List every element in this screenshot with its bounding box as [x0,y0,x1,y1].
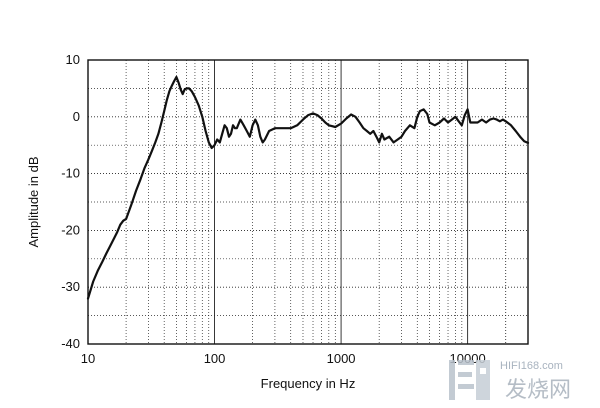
response-curve-line [86,75,530,300]
x-tick-label: 1000 [327,351,356,366]
y-tick-label: -20 [61,222,80,237]
x-axis-label: Frequency in Hz [261,376,356,391]
watermark-chinese-text: 发烧网 [505,378,571,403]
y-tick-label: 10 [66,52,80,67]
x-tick-label: 100 [204,351,226,366]
watermark-url: HIFI168.com [500,360,563,372]
y-axis-label: Amplitude in dB [26,156,41,247]
y-tick-label: -40 [61,336,80,351]
series-layer [86,75,530,300]
y-tick-label: -10 [61,166,80,181]
watermark-logo-icon [449,360,490,400]
y-tick-label: 0 [73,109,80,124]
x-tick-label: 10 [81,351,95,366]
hifi168-watermark: HIFI168.com 发烧网 [449,360,571,403]
plot-frame [87,59,529,345]
grid-lines [88,60,528,344]
y-tick-label: -30 [61,279,80,294]
